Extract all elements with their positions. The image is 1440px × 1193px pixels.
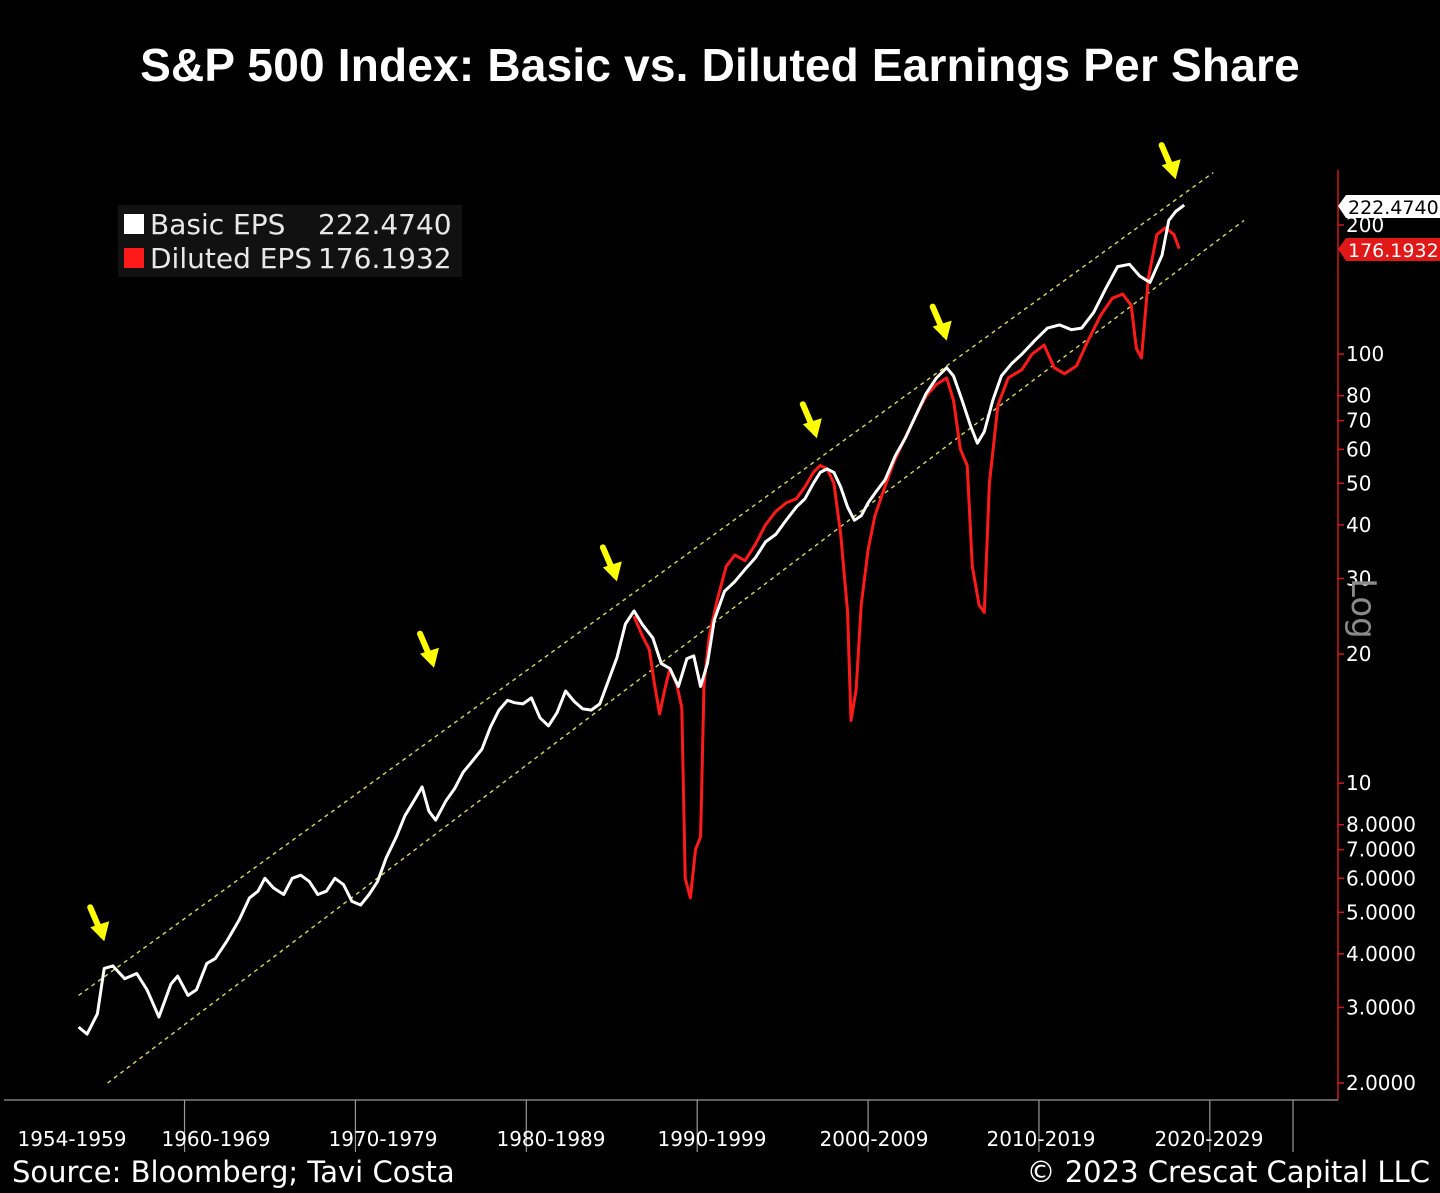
y-tick-label: 10 — [1346, 771, 1371, 795]
x-tick-label: 2020-2029 — [1154, 1127, 1263, 1151]
copyright-note: © 2023 Crescat Capital LLC — [1026, 1155, 1431, 1189]
last-value-tags: 222.4740 176.1932 — [1338, 195, 1440, 262]
x-tick-label: 1970-1979 — [328, 1127, 437, 1151]
arrow-5 — [929, 303, 952, 341]
legend-swatch-diluted — [124, 248, 144, 268]
arrow-head — [90, 921, 110, 942]
y-axis: 2.0000 3.0000 4.0000 5.0000 6.0000 7.00008.00… — [1337, 170, 1416, 1100]
tag-basic-value: 222.4740 — [1348, 197, 1439, 219]
y-tick-label: 6.0000 — [1346, 866, 1416, 890]
y-tick-label: 50 — [1346, 471, 1371, 495]
legend-swatch-basic — [124, 214, 144, 234]
y-tick-label: 100 — [1346, 342, 1384, 366]
channel-line-1 — [78, 172, 1214, 996]
x-tick-label: 1990-1999 — [657, 1127, 766, 1151]
chart-title: S&P 500 Index: Basic vs. Diluted Earning… — [140, 39, 1300, 91]
legend-item-diluted: Diluted EPS 176.1932 — [124, 241, 452, 275]
legend-item-basic: Basic EPS 222.4740 — [124, 207, 452, 241]
tag-diluted-value: 176.1932 — [1348, 240, 1439, 262]
arrow-6 — [1158, 142, 1181, 180]
series-lines — [77, 203, 1186, 1036]
peak-arrows — [87, 142, 1181, 942]
tag-basic: 222.4740 — [1338, 195, 1440, 219]
y-tick-label: 40 — [1346, 513, 1371, 537]
x-tick-label: 1980-1989 — [496, 1127, 605, 1151]
y-tick-label: 30 — [1346, 566, 1371, 590]
arrow-head — [602, 561, 622, 582]
y-tick-label: 8.0000 — [1346, 813, 1416, 837]
arrow-head — [802, 418, 822, 439]
y-tick-label: 80 — [1346, 384, 1371, 408]
arrow-4 — [799, 401, 822, 439]
legend-value-basic: 222.4740 — [318, 207, 452, 241]
source-note: Source: Bloomberg; Tavi Costa — [12, 1155, 455, 1189]
log-scale-label: Log — [1343, 578, 1383, 639]
legend-value-diluted: 176.1932 — [318, 241, 452, 275]
y-tick-label: 4.0000 — [1346, 942, 1416, 966]
tag-diluted-bg — [1338, 238, 1440, 261]
y-tick-label: 2.0000 — [1346, 1071, 1416, 1095]
y-tick-label: 3.0000 — [1346, 995, 1416, 1019]
y-tick-label: 5.0000 — [1346, 900, 1416, 924]
y-tick-label: 60 — [1346, 437, 1371, 461]
arrow-1 — [87, 904, 110, 942]
y-tick-label: 20 — [1346, 642, 1371, 666]
tag-basic-bg — [1338, 195, 1440, 218]
arrow-head — [932, 320, 952, 341]
x-tick-label: 1960-1969 — [161, 1127, 270, 1151]
legend-label-diluted: Diluted EPS — [150, 241, 313, 275]
legend-label-basic: Basic EPS — [150, 207, 286, 241]
series-line-basic — [77, 203, 1186, 1036]
arrow-head — [420, 647, 440, 668]
arrow-2 — [417, 630, 440, 668]
x-tick-label: 1954-1959 — [17, 1127, 126, 1151]
x-tick-label: 2010-2019 — [986, 1127, 1095, 1151]
series-line-diluted — [632, 226, 1181, 900]
arrow-3 — [599, 544, 622, 582]
x-tick-label: 2000-2009 — [819, 1127, 928, 1151]
trend-channel — [78, 172, 1245, 1084]
y-tick-label: 70 — [1346, 409, 1371, 433]
x-axis: 1954-1959 1960-1969 1970-1979 1980-1989 1990… — [4, 1099, 1338, 1152]
tag-diluted: 176.1932 — [1338, 238, 1440, 262]
arrow-head — [1161, 159, 1181, 180]
channel-line-2 — [107, 219, 1245, 1084]
y-tick-label: 7.0000 — [1346, 838, 1416, 862]
legend: Basic EPS 222.4740 Diluted EPS 176.1932 — [118, 205, 462, 277]
